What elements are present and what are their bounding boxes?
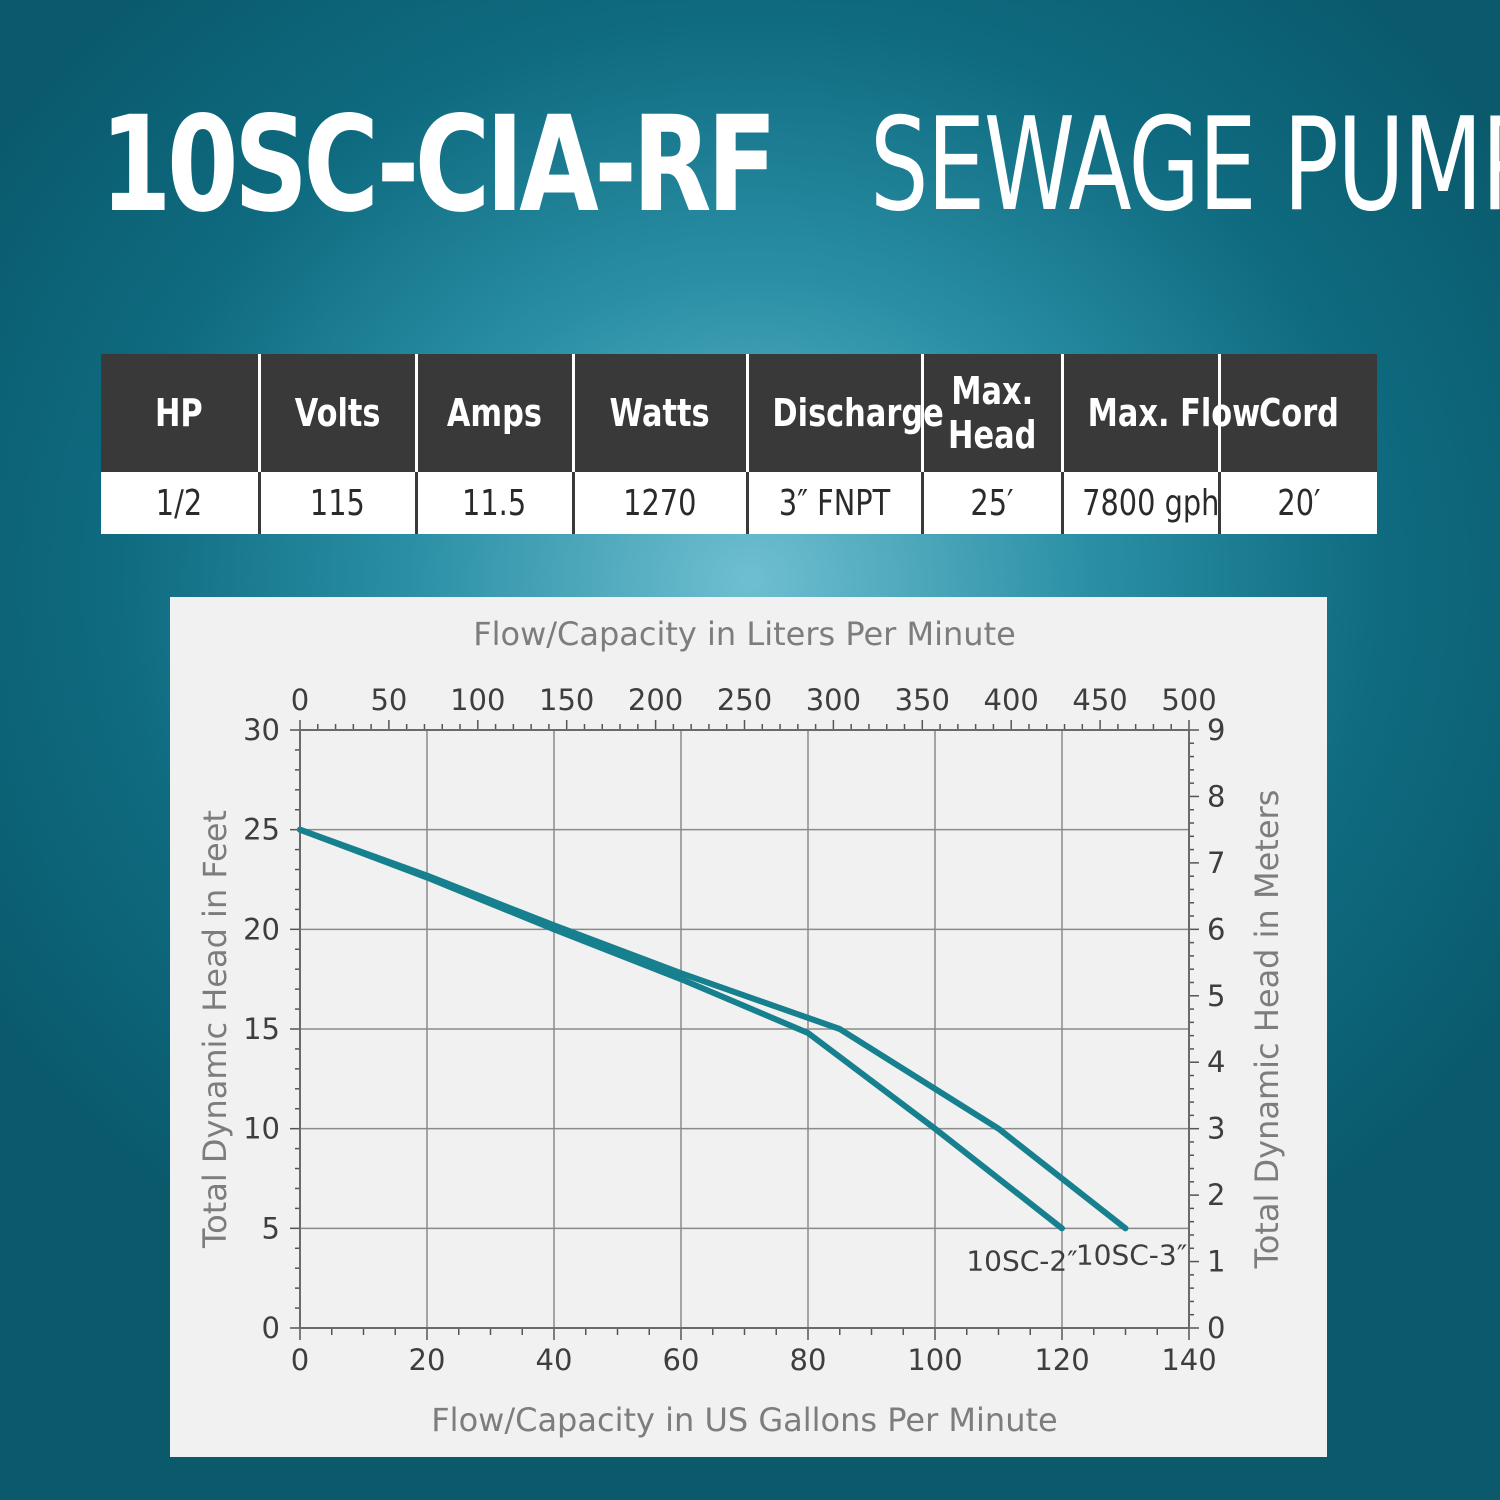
x2-tick-label: 50: [370, 683, 407, 717]
x-axis-title: Flow/Capacity in US Gallons Per Minute: [431, 1401, 1057, 1439]
x2-tick-label: 150: [539, 683, 594, 717]
y2-tick-label: 6: [1207, 912, 1225, 946]
x-tick-label: 100: [907, 1343, 962, 1377]
specs-value-row: 1/2 115 11.5 1270 3″ FNPT 25′ 7800 gph 2…: [101, 472, 1377, 534]
spec-header-amps-text: Amps: [446, 391, 543, 435]
spec-value-volts-text: 115: [310, 482, 365, 524]
y2-tick-label: 7: [1207, 846, 1225, 880]
spec-header-volts-text: Volts: [294, 391, 381, 435]
x-tick-label: 120: [1034, 1343, 1089, 1377]
y2-tick-label: 2: [1207, 1178, 1225, 1212]
series-line: [297, 826, 1129, 1232]
spec-value-max-head-text: 25′: [970, 482, 1014, 524]
spec-header-watts: Watts: [571, 354, 747, 472]
spec-header-hp-text: HP: [155, 391, 204, 435]
spec-header-max-head-line2: Head: [947, 413, 1037, 457]
x-tick-label: 140: [1161, 1343, 1216, 1377]
x2-tick-label: 500: [1161, 683, 1216, 717]
spec-value-cord: 20′: [1217, 472, 1377, 534]
x-tick-label: 20: [409, 1343, 446, 1377]
y2-tick-label: 0: [1207, 1311, 1225, 1345]
x-tick-label: 80: [790, 1343, 827, 1377]
series-label: 10SC-2″: [966, 1244, 1077, 1277]
page-title: 10SC-CIA-RF SEWAGE PUMP: [100, 70, 1500, 260]
x2-axis-title: Flow/Capacity in Liters Per Minute: [473, 615, 1016, 653]
spec-header-discharge-text: Discharge: [771, 391, 944, 435]
spec-value-volts: 115: [257, 472, 416, 534]
spec-header-cord-text: Cord: [1258, 391, 1339, 435]
plot-frame: [299, 729, 1190, 1329]
x-tick-label: 0: [291, 1343, 309, 1377]
y2-tick-label: 9: [1207, 713, 1225, 747]
x2-tick-label: 0: [291, 683, 309, 717]
spec-value-discharge: 3″ FNPT: [745, 472, 922, 534]
y2-tick-label: 5: [1207, 979, 1225, 1013]
x2-tick-label: 100: [450, 683, 505, 717]
spec-value-amps-text: 11.5: [462, 482, 527, 524]
spec-header-discharge: Discharge: [745, 354, 943, 472]
spec-header-volts: Volts: [257, 354, 416, 472]
y2-tick-label: 3: [1207, 1112, 1225, 1146]
product-name: SEWAGE PUMP: [870, 90, 1500, 240]
spec-header-watts-text: Watts: [609, 391, 711, 435]
y-tick-label: 30: [243, 713, 280, 747]
spec-header-hp: HP: [101, 354, 259, 472]
y-tick-label: 25: [243, 813, 280, 847]
spec-value-hp-text: 1/2: [156, 482, 203, 524]
y-tick-label: 5: [262, 1211, 280, 1245]
specs-header-row: HP Volts Amps Watts Discharge Max. Head M…: [101, 354, 1377, 472]
spec-header-max-flow: Max. Flow: [1060, 354, 1260, 472]
spec-value-max-flow-text: 7800 gph: [1081, 482, 1219, 524]
y2-tick-label: 1: [1207, 1245, 1225, 1279]
x-tick-label: 60: [663, 1343, 700, 1377]
spec-value-watts-text: 1270: [623, 482, 697, 524]
model-name: 10SC-CIA-RF: [100, 88, 777, 242]
spec-header-max-head: Max. Head: [920, 354, 1062, 472]
y-tick-label: 15: [243, 1012, 280, 1046]
y-tick-label: 20: [243, 912, 280, 946]
grid-lines: [299, 729, 1190, 1329]
spec-header-cord: Cord: [1217, 354, 1377, 472]
series-labels: 10SC-2″10SC-3″: [966, 1238, 1187, 1277]
y2-axis-title: Total Dynamic Head in Meters: [1248, 790, 1286, 1270]
y2-tick-label: 8: [1207, 779, 1225, 813]
x2-tick-label: 200: [628, 683, 683, 717]
x2-tick-label: 350: [895, 683, 950, 717]
spec-value-cord-text: 20′: [1277, 482, 1321, 524]
x2-tick-label: 250: [717, 683, 772, 717]
spec-header-max-head-line1: Max.: [951, 369, 1033, 413]
series-lines: [297, 826, 1129, 1232]
y-axis-title: Total Dynamic Head in Feet: [196, 810, 234, 1249]
spec-value-watts: 1270: [571, 472, 747, 534]
spec-value-max-head: 25′: [920, 472, 1062, 534]
x2-tick-label: 450: [1072, 683, 1127, 717]
series-label: 10SC-3″: [1076, 1238, 1187, 1271]
specs-table: HP Volts Amps Watts Discharge Max. Head M…: [101, 354, 1377, 534]
spec-value-hp: 1/2: [101, 472, 259, 534]
spec-value-discharge-text: 3″ FNPT: [778, 482, 891, 524]
spec-value-amps: 11.5: [414, 472, 573, 534]
spec-header-amps: Amps: [414, 354, 573, 472]
spec-header-max-flow-text: Max. Flow: [1087, 391, 1260, 435]
y-tick-label: 10: [243, 1112, 280, 1146]
x2-tick-label: 300: [806, 683, 861, 717]
performance-chart-panel: 0 20 40 60 80 100 120 140 0 50 100 150 200 250 300 350 4…: [170, 597, 1327, 1457]
spec-value-max-flow: 7800 gph: [1060, 472, 1219, 534]
y2-tick-label: 4: [1207, 1045, 1225, 1079]
x2-tick-label: 400: [984, 683, 1039, 717]
x-tick-label: 40: [536, 1343, 573, 1377]
y-tick-label: 0: [262, 1311, 280, 1345]
